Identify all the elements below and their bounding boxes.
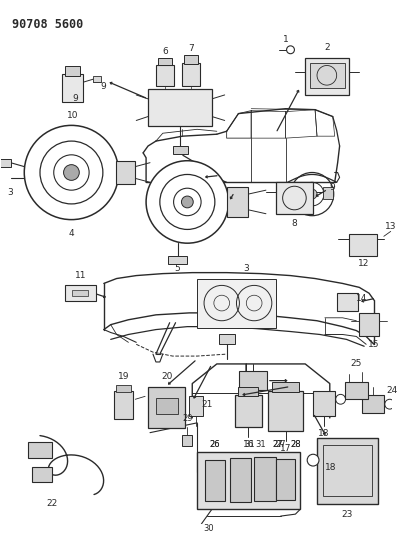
Bar xyxy=(219,335,234,344)
Text: 26: 26 xyxy=(209,440,220,449)
Bar xyxy=(268,391,303,431)
Bar xyxy=(337,293,358,311)
Bar xyxy=(189,397,203,416)
Text: 13: 13 xyxy=(385,222,396,231)
Text: 18: 18 xyxy=(325,464,337,472)
Text: 15: 15 xyxy=(368,340,380,349)
Text: 27: 27 xyxy=(275,440,286,449)
Bar xyxy=(72,290,88,296)
Bar xyxy=(313,391,335,416)
Text: 31: 31 xyxy=(244,440,255,449)
Text: 29: 29 xyxy=(182,415,193,423)
Bar xyxy=(362,395,384,413)
Text: 22: 22 xyxy=(46,499,57,508)
Bar xyxy=(349,235,377,256)
Bar xyxy=(238,387,258,397)
Circle shape xyxy=(307,454,319,466)
Text: 31: 31 xyxy=(256,440,266,449)
Bar xyxy=(182,62,200,86)
Text: 12: 12 xyxy=(357,259,369,268)
Bar xyxy=(182,434,192,447)
Bar xyxy=(116,384,131,392)
Bar xyxy=(234,395,262,427)
Text: 2: 2 xyxy=(324,43,330,52)
Text: 30: 30 xyxy=(204,524,214,533)
Text: 26: 26 xyxy=(209,440,220,449)
Bar xyxy=(323,187,333,199)
Circle shape xyxy=(24,125,119,220)
Circle shape xyxy=(181,196,193,208)
Bar xyxy=(28,442,52,458)
Circle shape xyxy=(146,161,228,243)
Text: 14: 14 xyxy=(355,294,367,303)
Bar xyxy=(197,279,276,328)
Text: 19: 19 xyxy=(118,372,129,381)
Text: 23: 23 xyxy=(342,510,353,519)
Bar xyxy=(310,62,345,88)
Bar xyxy=(173,146,188,154)
Bar xyxy=(64,67,80,76)
Bar xyxy=(205,460,225,502)
Bar xyxy=(156,398,178,414)
Text: 8: 8 xyxy=(292,219,297,228)
Text: 9: 9 xyxy=(330,183,336,192)
Bar xyxy=(156,64,174,86)
Circle shape xyxy=(191,189,201,199)
Text: 18: 18 xyxy=(318,429,330,438)
Bar xyxy=(272,382,299,392)
Bar xyxy=(240,371,267,391)
Text: 25: 25 xyxy=(351,359,362,368)
Text: 27: 27 xyxy=(272,440,283,449)
Text: 28: 28 xyxy=(290,440,301,449)
Text: 28: 28 xyxy=(290,440,301,449)
Bar xyxy=(148,386,185,428)
Bar xyxy=(317,438,378,504)
Bar xyxy=(116,161,135,184)
Text: 20: 20 xyxy=(161,372,172,381)
Bar xyxy=(64,285,96,301)
Text: 16: 16 xyxy=(242,440,254,449)
Circle shape xyxy=(64,165,79,180)
Bar xyxy=(93,76,101,82)
Bar xyxy=(345,382,368,399)
Text: 9: 9 xyxy=(100,82,106,91)
Text: 6: 6 xyxy=(162,47,168,56)
Bar xyxy=(32,467,52,482)
Text: 1: 1 xyxy=(283,36,289,44)
Text: 7: 7 xyxy=(188,44,194,53)
Bar xyxy=(323,446,372,496)
Text: 17: 17 xyxy=(280,444,291,453)
Text: 90708 5600: 90708 5600 xyxy=(12,18,84,31)
Circle shape xyxy=(287,46,295,54)
Bar xyxy=(168,256,187,264)
Bar xyxy=(230,458,251,503)
Text: 9: 9 xyxy=(72,94,78,103)
Text: 21: 21 xyxy=(201,400,213,409)
Bar xyxy=(254,457,276,502)
Text: 5: 5 xyxy=(175,264,180,273)
Bar xyxy=(359,313,379,336)
Text: 11: 11 xyxy=(74,271,86,280)
Text: 24: 24 xyxy=(386,386,397,395)
Bar xyxy=(148,89,212,126)
Text: 4: 4 xyxy=(68,229,74,238)
Bar xyxy=(184,55,198,63)
Bar xyxy=(197,453,300,509)
Circle shape xyxy=(307,189,317,199)
Bar xyxy=(305,58,349,95)
Text: 3: 3 xyxy=(244,264,249,273)
Bar xyxy=(226,187,248,217)
Bar xyxy=(0,159,10,167)
Bar xyxy=(158,58,172,66)
Text: 3: 3 xyxy=(8,188,14,197)
Bar xyxy=(276,459,295,500)
Bar xyxy=(114,391,133,419)
Text: 27: 27 xyxy=(272,440,283,449)
Bar xyxy=(62,74,83,102)
Text: 10: 10 xyxy=(66,111,78,120)
Bar xyxy=(276,182,313,214)
